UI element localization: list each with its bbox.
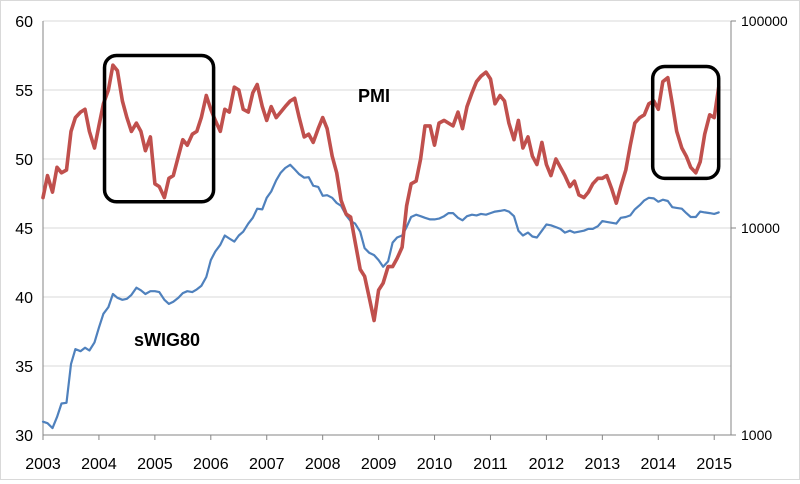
series-line-pmi <box>41 63 721 323</box>
x-tick-label-2011: 2011 <box>473 456 508 473</box>
x-tick-label-2009: 2009 <box>361 456 397 473</box>
x-tick-label-2012: 2012 <box>529 456 565 473</box>
y-left-tick-label-55: 55 <box>15 83 33 100</box>
x-tick-label-2013: 2013 <box>585 456 621 473</box>
highlight-box-2 <box>650 64 721 181</box>
y-right-tick-label-100000: 100000 <box>741 13 788 29</box>
axes: 30 35 40 45 50 55 60 1000 10000 100000 2003 2004 200… <box>15 13 788 473</box>
y-left-tick-label-30: 30 <box>15 428 33 445</box>
y-left-tick-label-40: 40 <box>15 290 33 307</box>
y-left-tick-label-60: 60 <box>15 14 33 31</box>
series-label-swig80: sWIG80 <box>134 330 200 350</box>
x-tick-label-2007: 2007 <box>249 456 285 473</box>
x-tick-label-2006: 2006 <box>193 456 229 473</box>
y-left-tick-label-45: 45 <box>15 221 33 238</box>
y-right-tick-label-1000: 1000 <box>741 427 772 443</box>
series-lines <box>41 63 721 430</box>
series-labels: PMI sWIG80 <box>134 86 390 350</box>
x-tick-label-2004: 2004 <box>81 456 117 473</box>
y-left-tick-label-35: 35 <box>15 359 33 376</box>
annotations <box>102 53 721 204</box>
x-tick-label-2014: 2014 <box>640 456 676 473</box>
y-left-tick-label-50: 50 <box>15 152 33 169</box>
x-tick-label-2010: 2010 <box>417 456 453 473</box>
series-label-pmi: PMI <box>358 86 390 106</box>
y-right-tick-label-10000: 10000 <box>741 220 780 236</box>
highlight-box-1 <box>102 53 216 204</box>
x-tick-label-2015: 2015 <box>696 456 732 473</box>
gridlines <box>43 20 731 436</box>
series-line-swig80 <box>41 163 720 430</box>
x-tick-label-2008: 2008 <box>305 456 341 473</box>
x-tick-label-2003: 2003 <box>25 456 61 473</box>
x-tick-label-2005: 2005 <box>137 456 173 473</box>
